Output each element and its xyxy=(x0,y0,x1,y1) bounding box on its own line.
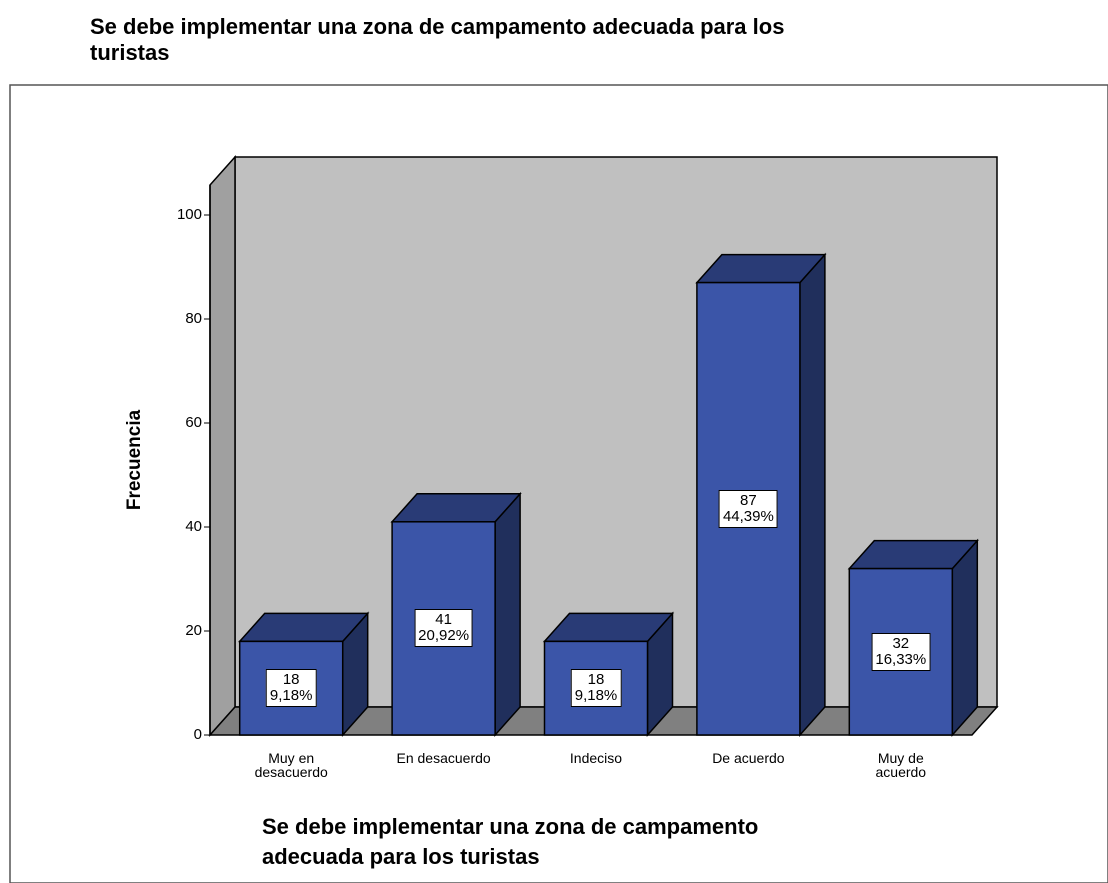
y-tick-label: 60 xyxy=(185,414,202,431)
y-tick-label: 40 xyxy=(185,518,202,535)
y-axis-title: Frecuencia xyxy=(124,409,145,511)
x-tick-label: Indeciso xyxy=(569,750,623,766)
value-label: 18 9,18% xyxy=(265,669,317,708)
value-label: 18 9,18% xyxy=(570,669,622,708)
y-tick-label: 80 xyxy=(185,310,202,327)
bar-side xyxy=(494,491,521,737)
x-tick-label: Muy de acuerdo xyxy=(875,750,927,780)
value-label: 41 20,92% xyxy=(414,609,474,648)
bar-side xyxy=(951,538,979,737)
bar-side xyxy=(799,252,826,737)
y-tick-label: 100 xyxy=(177,206,202,223)
y-tick-label: 20 xyxy=(185,622,202,639)
side-wall xyxy=(209,155,236,737)
y-tick-label: 0 xyxy=(194,726,202,743)
x-axis-title: Se debe implementar una zona de campamen… xyxy=(262,814,759,869)
chart-title: Se debe implementar una zona de campamen… xyxy=(90,14,785,65)
x-tick-label: De acuerdo xyxy=(712,750,785,766)
value-label: 87 44,39% xyxy=(718,489,778,528)
x-tick-label: En desacuerdo xyxy=(396,750,491,766)
x-tick-label: Muy en desacuerdo xyxy=(254,750,328,780)
value-label: 32 16,33% xyxy=(871,632,931,671)
